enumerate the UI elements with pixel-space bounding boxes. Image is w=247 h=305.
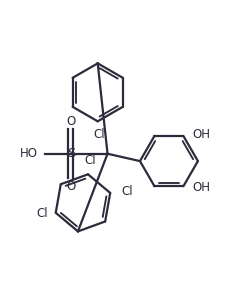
Text: Cl: Cl <box>85 154 96 167</box>
Text: Cl: Cl <box>121 185 133 198</box>
Text: O: O <box>66 180 75 193</box>
Text: S: S <box>67 147 76 160</box>
Text: OH: OH <box>192 181 210 194</box>
Text: O: O <box>66 115 75 128</box>
Text: HO: HO <box>20 147 38 160</box>
Text: Cl: Cl <box>37 207 48 221</box>
Text: OH: OH <box>192 128 210 141</box>
Text: Cl: Cl <box>93 128 105 141</box>
